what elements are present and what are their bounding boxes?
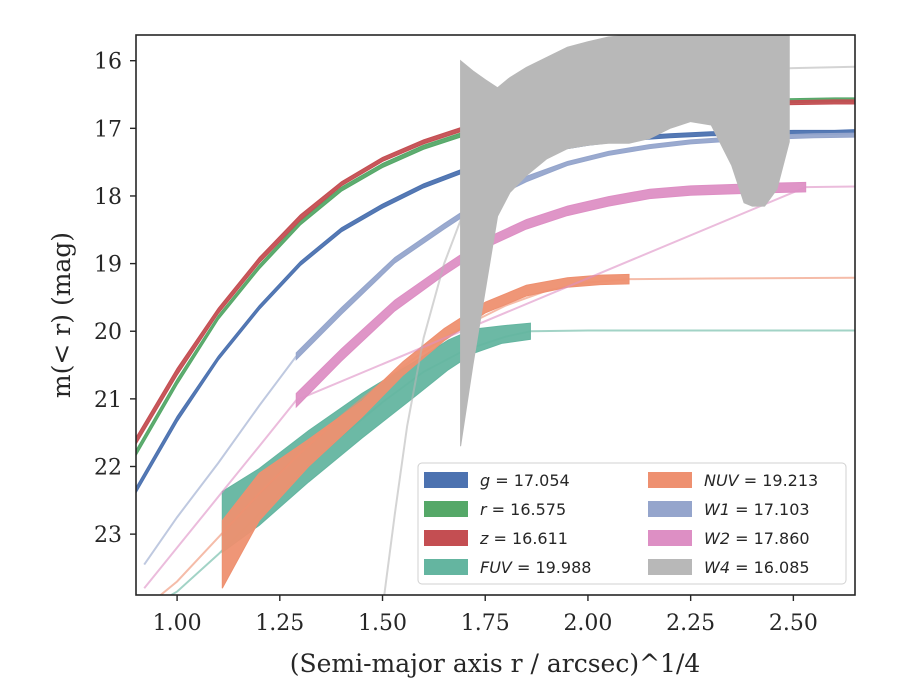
y-tick-label: 17: [94, 117, 122, 142]
legend-swatch-z: [424, 530, 468, 546]
y-axis-label: m(< r) (mag): [47, 232, 76, 398]
x-tick-label: 1.00: [153, 611, 202, 636]
legend-value: = 16.085: [730, 558, 810, 577]
legend-entry-z: z = 16.611: [479, 529, 568, 548]
legend-value: = 19.988: [512, 558, 592, 577]
legend-symbol: W2: [704, 529, 730, 548]
series-r-band: [136, 97, 855, 457]
plot-area: [136, 35, 855, 595]
legend-swatch-r: [424, 501, 468, 517]
series-w4-band: [460, 35, 790, 447]
y-tick-label: 16: [94, 50, 122, 75]
y-tick-label: 23: [94, 523, 122, 548]
legend-entry-r: r = 16.575: [480, 500, 566, 519]
legend-swatch-w1: [648, 501, 692, 517]
x-axis: 1.00 1.25 1.50 1.75 2.00 2.25 2.50: [153, 595, 818, 636]
series-z-band: [136, 99, 855, 446]
y-axis-label-text: m(< r) (mag): [47, 232, 76, 398]
legend-entry-w1: W1 = 17.103: [704, 500, 810, 519]
x-tick-label: 1.25: [255, 611, 304, 636]
legend-swatch-fuv: [424, 559, 468, 575]
legend-entry-nuv: NUV = 19.213: [704, 471, 818, 490]
y-axis: 16 17 18 19 20 21 22 23: [94, 50, 136, 548]
legend-swatch-nuv: [648, 472, 692, 488]
legend-entry-w2: W2 = 17.860: [704, 529, 810, 548]
series-nuv-band: [221, 273, 630, 589]
legend-frame: [417, 462, 847, 585]
legend-symbol: FUV: [480, 558, 513, 577]
x-tick-label: 1.75: [461, 611, 510, 636]
plot-frame: [135, 34, 856, 596]
legend-symbol: W1: [704, 500, 730, 519]
y-tick-label: 19: [94, 253, 122, 278]
y-tick-label: 18: [94, 185, 122, 210]
x-axis-label-text: (Semi-major axis r / arcsec)^1/4: [290, 649, 701, 678]
legend-value: = 17.054: [490, 471, 570, 490]
x-tick-label: 1.50: [358, 611, 407, 636]
legend-swatch-w4: [648, 559, 692, 575]
legend-swatch-g: [424, 472, 468, 488]
legend-entry-w4: W4 = 16.085: [704, 558, 810, 577]
legend-value: = 16.575: [487, 500, 567, 519]
y-tick-label: 20: [94, 320, 122, 345]
series-w2-band: [295, 181, 807, 409]
y-tick-label: 21: [94, 388, 122, 413]
series-g-band: [136, 129, 855, 494]
legend-value: = 16.611: [488, 529, 568, 548]
x-tick-label: 2.50: [769, 611, 818, 636]
legend-value: = 17.860: [730, 529, 810, 548]
legend-symbol: z: [479, 529, 489, 548]
legend-symbol: r: [480, 500, 488, 519]
legend-symbol: g: [480, 471, 490, 490]
legend-symbol: NUV: [704, 471, 740, 490]
series-w1-fit-line: [143, 355, 298, 566]
legend-entry-g: g = 17.054: [480, 471, 570, 490]
x-tick-label: 2.00: [563, 611, 612, 636]
x-axis-label: (Semi-major axis r / arcsec)^1/4: [290, 649, 701, 678]
legend-value: = 19.213: [739, 471, 819, 490]
y-tick-label: 22: [94, 455, 122, 480]
legend-swatch-w2: [648, 530, 692, 546]
legend-entry-fuv: FUV = 19.988: [480, 558, 591, 577]
legend-symbol: W4: [704, 558, 730, 577]
x-tick-label: 2.25: [666, 611, 715, 636]
legend-value: = 17.103: [730, 500, 810, 519]
